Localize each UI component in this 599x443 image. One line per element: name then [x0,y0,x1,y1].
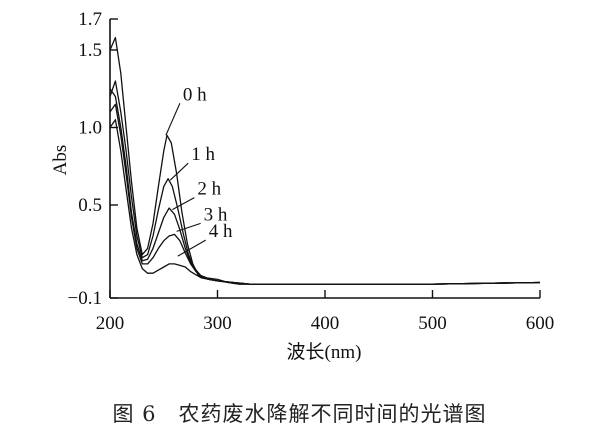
x-tick-label: 200 [96,313,125,334]
series-label-leader [172,197,195,211]
x-tick-label: 400 [311,313,340,334]
series-line-4h [109,119,541,285]
series-label: 3 h [204,204,228,225]
series-labels: 0 h 1 h 2 h 3 h4 h [165,84,233,257]
x-tick-label: 600 [526,313,555,334]
y-axis-label: Abs [50,145,71,176]
y-tick-label: 1.5 [78,40,102,61]
series-label: 1 h [191,144,215,165]
y-tick-label: 0.5 [78,195,102,216]
series-label-leader [177,239,206,257]
series-label-leader [165,103,181,136]
series-line-2h [109,88,541,285]
series-label: 2 h [197,179,221,200]
figure-caption: 图 6 农药废水降解不同时间的光谱图 [112,402,487,426]
series-line-1h [109,80,541,285]
y-tick-label: 1.7 [78,9,102,30]
series-label-leader [176,222,201,232]
series-line-0h [109,36,541,285]
y-tick-label: 1.0 [78,118,102,139]
y-tick-label: −0.1 [68,288,102,309]
series-label: 0 h [183,84,207,105]
axes: 1.7 1.5 1.0 0.5 −0.1 200 300 400 500 600 [68,9,555,334]
series-layer [109,36,541,285]
x-tick-label: 300 [203,313,232,334]
series-label-leader [169,162,189,181]
x-tick-label: 500 [418,313,447,334]
series-label: 4 h [209,221,233,242]
x-axis-label: 波长(nm) [287,341,362,363]
